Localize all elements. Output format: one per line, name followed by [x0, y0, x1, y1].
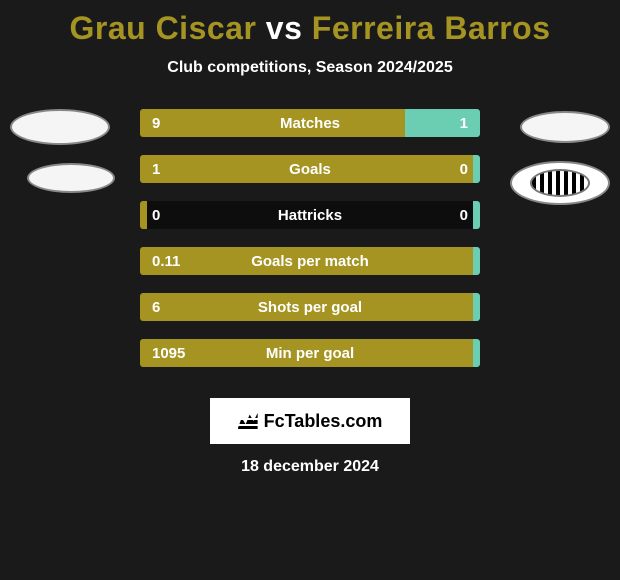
- date-text: 18 december 2024: [0, 458, 620, 476]
- stat-label: Matches: [140, 109, 480, 137]
- stat-value-left: 9: [152, 109, 160, 137]
- stat-bar: Hattricks0 0: [140, 201, 480, 229]
- team-badge-left-1: [10, 109, 110, 145]
- brand-text: FcTables.com: [264, 411, 383, 432]
- brand-box: FcTables.com: [210, 398, 410, 444]
- stat-bar: Matches9 1: [140, 109, 480, 137]
- team-badge-right-1: [520, 111, 610, 143]
- chart-area: Matches91Goals10Hattricks00Goals per mat…: [0, 109, 620, 389]
- stat-value-left: 0: [152, 201, 160, 229]
- stat-value-left: 6: [152, 293, 160, 321]
- stat-label: Hattricks: [140, 201, 480, 229]
- comparison-title: Grau Ciscar vs Ferreira Barros: [0, 0, 620, 47]
- stat-value-right: 0: [460, 155, 468, 183]
- subtitle: Club competitions, Season 2024/2025: [0, 59, 620, 77]
- player2-name: Ferreira Barros: [312, 10, 551, 46]
- stat-value-right: 0: [460, 201, 468, 229]
- team-badge-right-2: [510, 161, 610, 205]
- stat-label: Shots per goal: [140, 293, 480, 321]
- player1-name: Grau Ciscar: [69, 10, 256, 46]
- stat-bar: Shots per goal6: [140, 293, 480, 321]
- stat-label: Goals: [140, 155, 480, 183]
- stat-bar: Goals1 0: [140, 155, 480, 183]
- team-badge-left-2: [27, 163, 115, 193]
- stat-bar: Goals per match0.11: [140, 247, 480, 275]
- stat-label: Min per goal: [140, 339, 480, 367]
- stat-value-left: 0.11: [152, 247, 180, 275]
- stat-value-right: 1: [460, 109, 468, 137]
- vs-text: vs: [266, 10, 303, 46]
- stat-value-left: 1: [152, 155, 160, 183]
- brand-chart-icon: [238, 413, 258, 429]
- comparison-bars: Matches91Goals10Hattricks00Goals per mat…: [140, 109, 480, 385]
- club-crest-icon: [530, 169, 590, 197]
- stat-value-left: 1095: [152, 339, 185, 367]
- stat-label: Goals per match: [140, 247, 480, 275]
- stat-bar: Min per goal1095: [140, 339, 480, 367]
